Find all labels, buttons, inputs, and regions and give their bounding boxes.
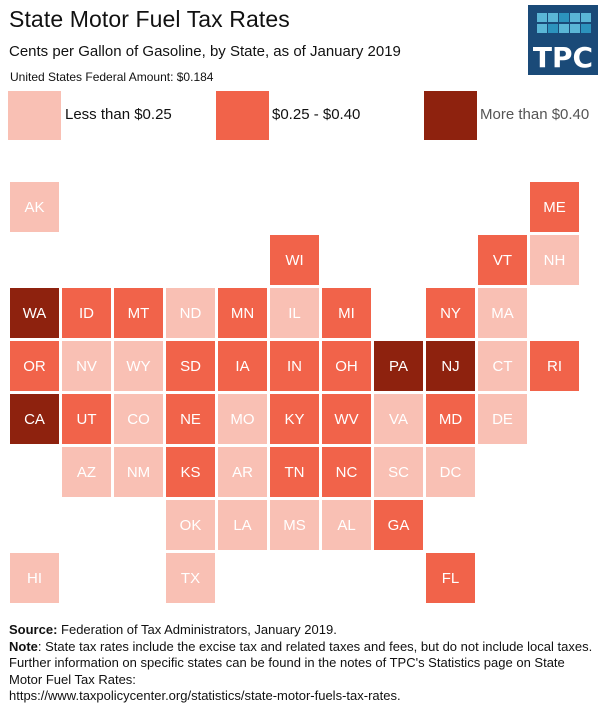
state-tile-fl: FL [426, 553, 475, 603]
source-url: https://www.taxpolicycenter.org/statisti… [9, 688, 401, 703]
state-tile-ar: AR [218, 447, 267, 497]
state-tile-vt: VT [478, 235, 527, 285]
legend-label-high: More than $0.40 [480, 106, 590, 123]
state-tile-me: ME [530, 182, 579, 232]
state-tile-ia: IA [218, 341, 267, 391]
legend-label-mid: $0.25 - $0.40 [272, 106, 361, 123]
state-tile-sc: SC [374, 447, 423, 497]
note-line: Note: State tax rates include the excise… [9, 639, 599, 689]
note-text: : State tax rates include the excise tax… [9, 638, 593, 687]
state-tile-de: DE [478, 394, 527, 444]
source-line: Source: Federation of Tax Administrators… [9, 622, 599, 639]
state-tile-nj: NJ [426, 341, 475, 391]
state-tile-nv: NV [62, 341, 111, 391]
legend-swatch-mid [216, 91, 269, 140]
legend-label-low: Less than $0.25 [65, 106, 172, 123]
state-tile-az: AZ [62, 447, 111, 497]
state-tile-co: CO [114, 394, 163, 444]
state-tile-la: LA [218, 500, 267, 550]
source-text: Federation of Tax Administrators, Januar… [57, 622, 337, 637]
legend-swatch-low [8, 91, 61, 140]
state-tile-ga: GA [374, 500, 423, 550]
state-tile-wy: WY [114, 341, 163, 391]
logo-square [559, 24, 569, 33]
state-tile-ms: MS [270, 500, 319, 550]
logo-square [537, 13, 547, 22]
logo-square [581, 24, 591, 33]
state-tile-ky: KY [270, 394, 319, 444]
state-tile-va: VA [374, 394, 423, 444]
state-tile-ak: AK [10, 182, 59, 232]
state-tile-ct: CT [478, 341, 527, 391]
state-tile-wa: WA [10, 288, 59, 338]
state-tile-nc: NC [322, 447, 371, 497]
footer-notes: Source: Federation of Tax Administrators… [9, 622, 599, 705]
state-tile-mt: MT [114, 288, 163, 338]
state-tile-oh: OH [322, 341, 371, 391]
state-tile-ut: UT [62, 394, 111, 444]
logo-square [570, 13, 580, 22]
state-tile-mi: MI [322, 288, 371, 338]
source-label: Source: [9, 622, 58, 637]
state-tile-wi: WI [270, 235, 319, 285]
state-tile-nm: NM [114, 447, 163, 497]
state-tile-ks: KS [166, 447, 215, 497]
state-tile-dc: DC [426, 447, 475, 497]
state-tile-nd: ND [166, 288, 215, 338]
state-tile-ny: NY [426, 288, 475, 338]
state-tile-sd: SD [166, 341, 215, 391]
state-tile-hi: HI [10, 553, 59, 603]
state-tile-wv: WV [322, 394, 371, 444]
state-tile-al: AL [322, 500, 371, 550]
chart-title: State Motor Fuel Tax Rates [9, 6, 290, 32]
state-tile-ma: MA [478, 288, 527, 338]
logo-square [537, 24, 547, 33]
legend-swatch-high [424, 91, 477, 140]
state-tile-ca: CA [10, 394, 59, 444]
logo-square [548, 24, 558, 33]
state-tile-il: IL [270, 288, 319, 338]
note-label: Note [9, 638, 38, 654]
state-tile-ne: NE [166, 394, 215, 444]
tpc-logo: TPC [528, 5, 598, 75]
state-tile-or: OR [10, 341, 59, 391]
state-tile-ri: RI [530, 341, 579, 391]
logo-square [559, 13, 569, 22]
state-tile-id: ID [62, 288, 111, 338]
chart-subtitle: Cents per Gallon of Gasoline, by State, … [9, 43, 401, 60]
logo-square [570, 24, 580, 33]
state-tile-pa: PA [374, 341, 423, 391]
state-tile-md: MD [426, 394, 475, 444]
state-tile-tx: TX [166, 553, 215, 603]
state-tile-nh: NH [530, 235, 579, 285]
logo-square [548, 13, 558, 22]
federal-amount: United States Federal Amount: $0.184 [10, 70, 214, 84]
state-tile-in: IN [270, 341, 319, 391]
state-tile-tn: TN [270, 447, 319, 497]
state-tile-ok: OK [166, 500, 215, 550]
tpc-logo-text: TPC [532, 41, 594, 74]
state-tile-mo: MO [218, 394, 267, 444]
state-tile-mn: MN [218, 288, 267, 338]
logo-square [581, 13, 591, 22]
